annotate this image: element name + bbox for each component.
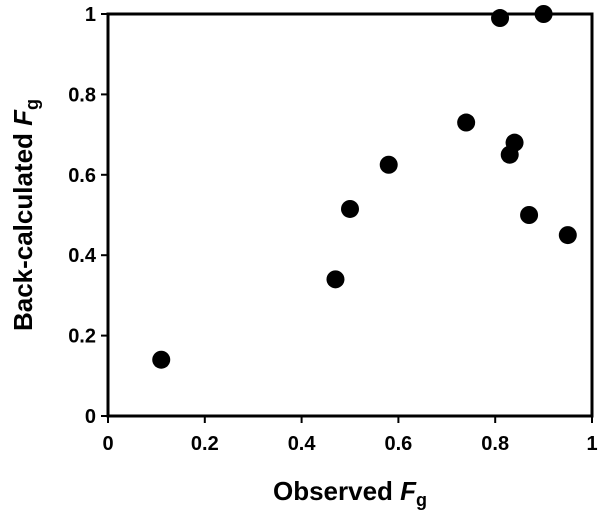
y-title-var: F	[8, 109, 38, 126]
point	[534, 5, 553, 23]
x-title-sub: g	[416, 490, 427, 510]
y-tick-label: 0.2	[68, 326, 96, 348]
plot-frame	[106, 12, 594, 418]
point	[379, 155, 398, 174]
y-tick-label: 0	[85, 406, 96, 428]
y-title-text: Back-calculated	[8, 126, 38, 331]
point	[152, 350, 171, 369]
y-title-sub: g	[22, 99, 42, 110]
x-tick-label: 0.8	[481, 433, 509, 455]
y-tick-label: 1	[85, 4, 96, 26]
y-tick-label: 0.6	[68, 165, 96, 187]
x-tick-label: 0	[102, 433, 113, 455]
x-axis-title: Observed Fg	[273, 476, 427, 510]
point	[326, 270, 345, 289]
point	[491, 9, 510, 28]
point	[505, 133, 524, 152]
point	[341, 199, 359, 218]
x-title-var: F	[400, 476, 417, 506]
x-title-text: Observed	[273, 476, 400, 506]
x-tick-label: 0.2	[191, 433, 219, 455]
y-axis-title: Back-calculated Fg	[8, 99, 42, 331]
y-tick-label: 0.4	[68, 245, 97, 267]
point	[558, 226, 577, 245]
point	[457, 113, 476, 132]
y-tick-label: 0.8	[68, 84, 96, 106]
x-tick-label: 1	[586, 433, 597, 455]
point	[520, 206, 539, 224]
x-tick-label: 0.4	[288, 433, 317, 455]
x-tick-label: 0.6	[384, 433, 412, 455]
